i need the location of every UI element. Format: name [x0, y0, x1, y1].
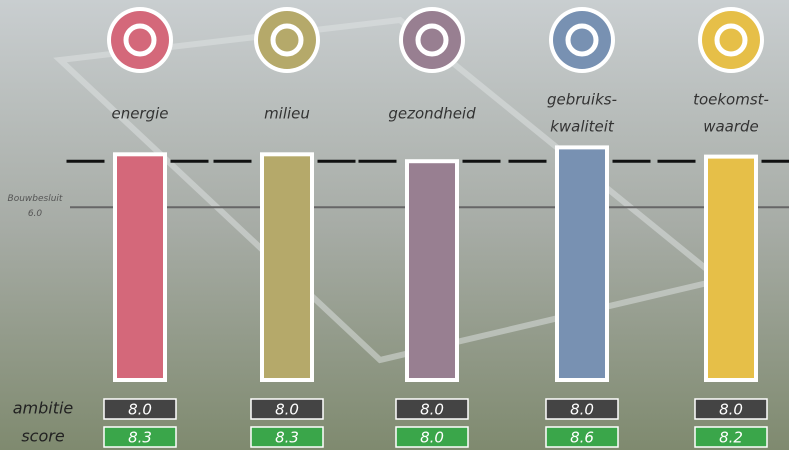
bar: [706, 157, 756, 380]
reference-value: 6.0: [28, 209, 43, 219]
value-label: 8.0: [719, 401, 743, 419]
value-label: 8.2: [719, 429, 743, 447]
value-label: 8.0: [420, 429, 444, 447]
category-label: energie: [111, 105, 168, 123]
category-icon-inner: [403, 11, 461, 69]
bar: [407, 161, 457, 380]
bar: [557, 147, 607, 380]
value-label: 8.6: [570, 429, 594, 447]
category-label: milieu: [264, 105, 310, 123]
row-label: score: [21, 427, 65, 446]
category-label: kwaliteit: [550, 118, 615, 136]
reference-label: Bouwbesluit: [8, 194, 63, 204]
category-icon-inner: [702, 11, 760, 69]
value-label: 8.3: [128, 429, 152, 447]
value-label: 8.3: [275, 429, 299, 447]
category-icon-inner: [258, 11, 316, 69]
category-label: gezondheid: [388, 105, 476, 123]
value-label: 8.0: [128, 401, 152, 419]
bar: [115, 154, 165, 380]
category-icon-inner: [111, 11, 169, 69]
row-label: ambitie: [13, 399, 74, 418]
chart: Bouwbesluit 6.0 ambitie score energie 8.0 8.3 m…: [0, 0, 789, 450]
value-label: 8.0: [420, 401, 444, 419]
bar: [262, 154, 312, 380]
category-icon-inner: [553, 11, 611, 69]
value-label: 8.0: [570, 401, 594, 419]
category-label: toekomst-: [693, 91, 769, 109]
value-label: 8.0: [275, 401, 299, 419]
category-label: waarde: [703, 118, 759, 136]
category-label: gebruiks-: [547, 91, 617, 109]
